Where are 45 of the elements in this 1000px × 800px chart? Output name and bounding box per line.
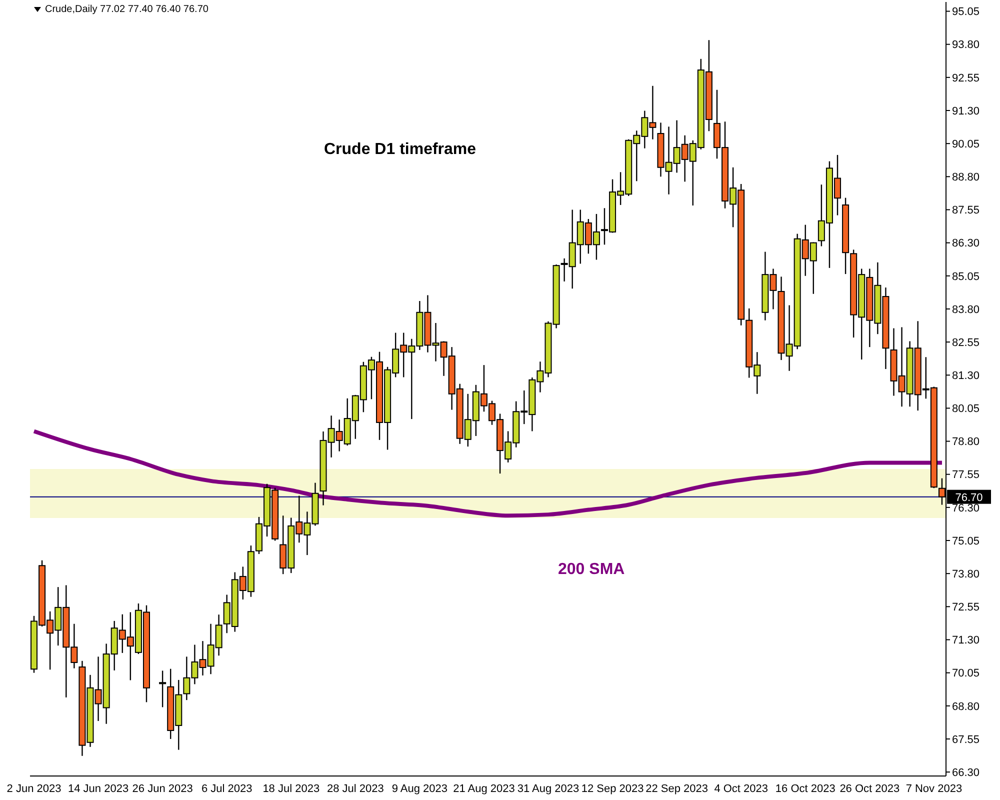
candlestick — [159, 670, 166, 708]
y-tick-label: 77.55 — [952, 469, 980, 482]
y-tick-label: 81.30 — [952, 370, 980, 382]
x-tick-label: 26 Oct 2023 — [840, 782, 900, 795]
y-tick-label: 72.55 — [952, 602, 980, 614]
annotation: Crude,Daily 77.02 77.40 76.40 76.70 — [45, 4, 208, 15]
y-tick-label: 73.80 — [952, 568, 980, 580]
y-tick-label: 90.05 — [952, 138, 980, 150]
y-tick-label: 70.05 — [952, 668, 980, 680]
y-tick-label: 66.30 — [952, 766, 980, 779]
y-tick-label: 67.55 — [952, 734, 980, 746]
y-tick-label: 82.55 — [952, 336, 980, 349]
y-tick-label: 86.30 — [952, 238, 980, 250]
y-tick-label: 93.80 — [952, 39, 980, 52]
y-tick-label: 83.80 — [952, 304, 980, 316]
x-tick-label: 2 Jun 2023 — [6, 782, 62, 795]
y-tick-label: 78.80 — [952, 436, 980, 448]
y-tick-label: 95.05 — [952, 6, 980, 18]
y-tick-label: 68.80 — [952, 700, 980, 713]
x-tick-label: 28 Jul 2023 — [326, 782, 384, 795]
x-tick-label: 9 Aug 2023 — [392, 782, 448, 795]
y-tick-label: 91.30 — [952, 105, 980, 118]
y-tick-label: 92.55 — [952, 72, 980, 84]
x-tick-label: 4 Oct 2023 — [714, 782, 768, 795]
y-tick-label: 88.80 — [952, 172, 980, 184]
x-tick-label: 14 Jun 2023 — [68, 782, 129, 795]
x-tick-label: 26 Jun 2023 — [132, 782, 193, 795]
x-tick-label: 16 Oct 2023 — [775, 782, 836, 795]
x-tick-label: 18 Jul 2023 — [262, 782, 320, 795]
x-tick-label: 6 Jul 2023 — [201, 782, 252, 795]
y-tick-label: 87.55 — [952, 204, 980, 217]
ref-line-label: 76.70 — [955, 492, 983, 504]
y-tick-label: 76.30 — [952, 502, 980, 514]
x-tick-label: 21 Aug 2023 — [453, 782, 515, 795]
text: Crude D1 timeframe — [324, 141, 476, 159]
line-series — [32, 429, 944, 518]
text: 200 SMA — [558, 561, 625, 579]
y-tick-label: 80.05 — [952, 403, 980, 416]
x-tick-label: 7 Nov 2023 — [906, 782, 962, 795]
y-tick-label: 85.05 — [952, 270, 980, 283]
x-tick-label: 12 Sep 2023 — [581, 782, 644, 795]
y-tick-label: 71.30 — [952, 634, 980, 647]
x-tick-label: 31 Aug 2023 — [517, 782, 580, 795]
y-tick-label: 75.05 — [952, 535, 980, 548]
x-tick-label: 22 Sep 2023 — [646, 782, 708, 795]
